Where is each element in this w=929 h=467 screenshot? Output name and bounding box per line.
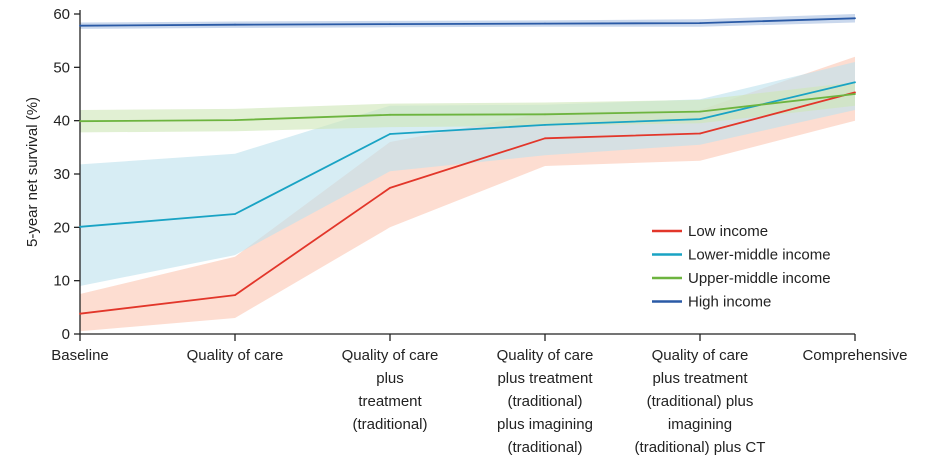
data-point-low-income [389, 187, 391, 189]
x-tick-label-line: plus treatment [497, 370, 593, 387]
x-tick-label-line: plus imagining [497, 416, 593, 433]
data-point-high-income [544, 22, 546, 25]
data-point-upper-middle-income [234, 119, 236, 121]
y-axis-title: 5-year net survival (%) [24, 97, 41, 247]
data-point-low-income [79, 312, 81, 315]
data-point-high-income [79, 24, 81, 27]
x-tick-label-line: Quality of care [652, 347, 749, 364]
x-tick-label-line: imagining [668, 416, 732, 433]
x-tick-label: Quality of care plus treatment (traditiona… [635, 347, 766, 456]
x-tick-label-line: (traditional) plus [647, 393, 754, 410]
data-point-lower-middle-income [854, 81, 856, 84]
data-point-upper-middle-income [854, 93, 856, 95]
x-tick-label-line: (traditional) [507, 439, 582, 456]
data-point-lower-middle-income [234, 213, 236, 215]
legend-label: Upper-middle income [688, 270, 831, 287]
data-point-low-income [699, 132, 701, 135]
y-tick-label: 60 [53, 6, 70, 23]
series-line-lower-middle-income [79, 81, 856, 228]
x-tick-label-line: Baseline [51, 347, 109, 364]
x-tick-label: Comprehensive [802, 347, 907, 364]
y-tick-label: 20 [53, 219, 70, 236]
axes [79, 10, 855, 335]
data-point-low-income [234, 294, 236, 296]
data-point-upper-middle-income [699, 110, 701, 113]
x-tick-label-line: plus treatment [652, 370, 748, 387]
legend-label: Low income [688, 223, 768, 240]
x-tick-label-line: (traditional) [507, 393, 582, 410]
x-tick-label: Quality of care plus treatment (traditional… [342, 347, 439, 433]
series-line-high-income [79, 17, 856, 27]
series-lines [79, 17, 856, 315]
data-point-low-income [544, 137, 546, 140]
legend-label: Lower-middle income [688, 247, 831, 264]
data-point-lower-middle-income [389, 133, 391, 135]
data-point-low-income [854, 91, 856, 94]
y-tick-label: 50 [53, 59, 70, 76]
y-tick-label: 0 [62, 326, 70, 343]
data-point-high-income [389, 23, 391, 25]
data-point-high-income [699, 22, 701, 24]
x-tick-label-line: Quality of care [342, 347, 439, 364]
data-point-upper-middle-income [544, 113, 546, 116]
x-tick-label-line: (traditional) [352, 416, 427, 433]
x-tick-label-line: Quality of care [187, 347, 284, 364]
y-tick-label: 40 [53, 113, 70, 130]
data-point-lower-middle-income [79, 225, 81, 228]
y-tick-label: 30 [53, 166, 70, 183]
x-tick-label-line: Comprehensive [802, 347, 907, 364]
x-axis-ticks: Baseline Quality of care Quality of care pl… [51, 334, 908, 456]
x-tick-label-line: treatment [358, 393, 422, 410]
series-line-low-income [79, 91, 856, 315]
legend-label: High income [688, 294, 771, 311]
series-line-upper-middle-income [79, 93, 856, 123]
x-tick-label: Quality of care [187, 347, 284, 364]
data-point-lower-middle-income [544, 124, 546, 126]
y-tick-label: 10 [53, 273, 70, 290]
legend: Low income Lower-middle income Upper-middl… [652, 223, 831, 311]
data-point-high-income [234, 23, 236, 26]
x-tick-label-line: plus [376, 370, 404, 387]
data-point-high-income [854, 17, 856, 20]
data-point-upper-middle-income [389, 113, 391, 116]
x-tick-label-line: Quality of care [497, 347, 594, 364]
x-tick-label-line: (traditional) plus CT [635, 439, 766, 456]
y-axis-ticks: 0 10 20 30 40 50 60 [53, 6, 80, 343]
x-tick-label: Baseline [51, 347, 109, 364]
data-point-lower-middle-income [699, 118, 701, 120]
data-point-upper-middle-income [79, 120, 81, 123]
x-tick-label: Quality of care plus treatment (traditiona… [497, 347, 594, 456]
